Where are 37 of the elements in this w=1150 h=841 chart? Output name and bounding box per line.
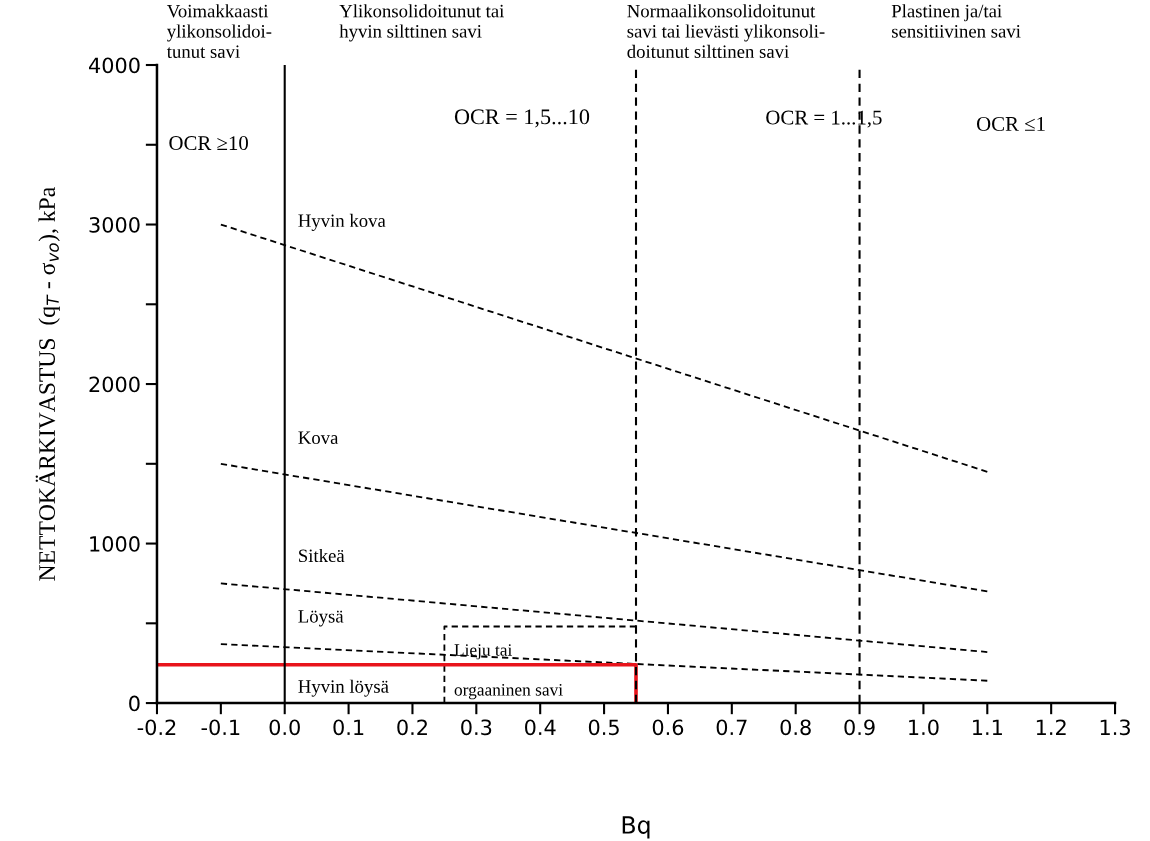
x-tick-label: 1.3 [1100, 719, 1130, 736]
x-tick-label: 0.6 [652, 719, 684, 736]
y-tick-label: 2000 [89, 376, 140, 393]
x-tick-label: 1.0 [909, 719, 939, 736]
annotation: Hyvin löysä [298, 679, 389, 697]
annotation: OCR ≥10 [169, 136, 248, 151]
text: Ylikonsolidoitunut tai hyvin silttinen savi [339, 4, 504, 42]
x-tick-label: 1.2 [1036, 719, 1066, 735]
x-tick-label: 0.1 [333, 719, 364, 736]
annotation: Kova [298, 431, 339, 445]
x-axis-title: Bq [622, 816, 650, 839]
annotation: OCR = 1,5...10 [454, 109, 590, 128]
text: Plastinen ja/tai sensitiivinen savi [891, 4, 1021, 38]
annotation: OCR ≤1 [976, 116, 1045, 131]
x-tick-label: 0.7 [716, 719, 747, 736]
x-tick-label: 0.0 [269, 719, 300, 736]
y-tick-label: 1000 [90, 536, 140, 552]
x-tick-label: -0.2 [137, 719, 176, 736]
y-tick-label: 4000 [89, 57, 140, 74]
x-tick-label: 0.4 [525, 719, 556, 736]
x-tick-label: -0.1 [201, 719, 240, 736]
annotation: Löysä [298, 610, 344, 627]
x-tick-label: 0.5 [588, 719, 619, 736]
annotation: Sitkeä [299, 548, 345, 563]
text: Lieju tai orgaaninen savi [454, 644, 563, 700]
x-tick-label: 1.1 [973, 719, 1002, 735]
text: Normaalikonsolidoitunut savi tai lievästi ylikonsoli- doitunut silttinen savi [627, 4, 825, 58]
x-tick-label: 0.3 [461, 719, 492, 736]
text: Voimakkaasti ylikonsolidoi- tunut savi [166, 4, 272, 58]
x-tick-label: 0.2 [397, 719, 427, 736]
annotation: Hyvin kova [298, 213, 386, 231]
y-axis-title: NETTOKÄRKIVASTUS (q$_{T}$ - σ$_{vo}$), kPa [35, 187, 60, 581]
annotation: OCR = 1...1,5 [766, 110, 882, 128]
x-tick-label: 0.9 [844, 719, 875, 736]
y-tick-label: 0 [129, 695, 140, 712]
x-tick-label: 0.8 [780, 719, 811, 736]
y-tick-label: 3000 [89, 216, 140, 233]
